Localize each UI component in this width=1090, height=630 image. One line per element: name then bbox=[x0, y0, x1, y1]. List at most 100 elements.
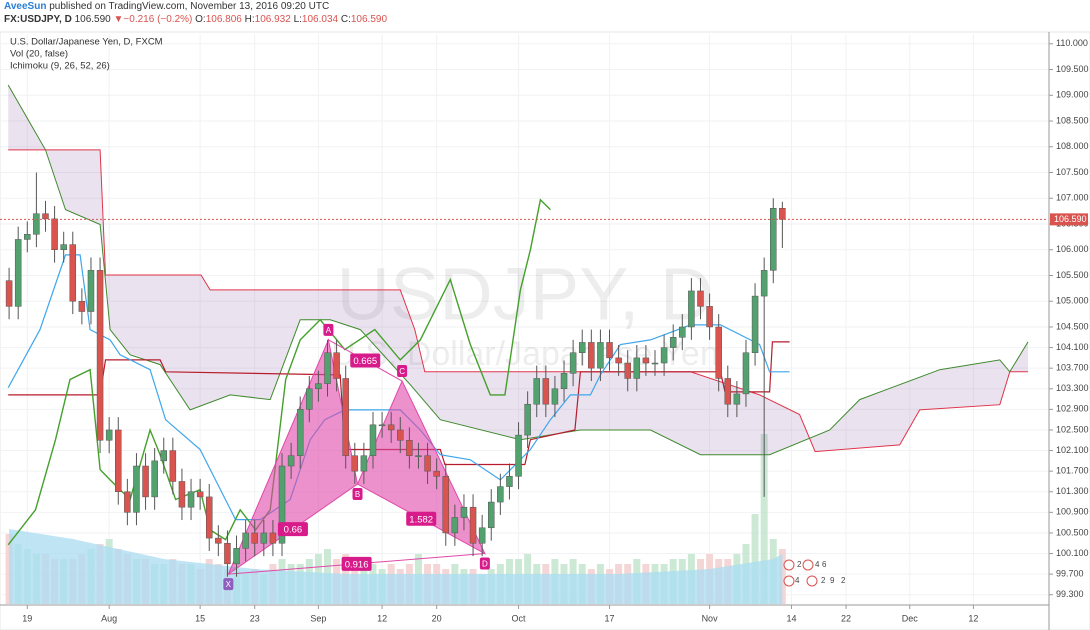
candle-body bbox=[442, 476, 450, 534]
candle-body bbox=[642, 357, 650, 364]
candle-body bbox=[378, 424, 386, 427]
ohlc-value: 106.034 bbox=[301, 14, 339, 25]
publish-line: AveeSun published on TradingView.com, No… bbox=[4, 0, 1084, 13]
candle-body bbox=[770, 207, 777, 271]
ohlc-label: C: bbox=[340, 14, 351, 25]
x-tick-label: 17 bbox=[605, 613, 615, 623]
volume-bar bbox=[760, 434, 768, 604]
ohlc-label: L: bbox=[293, 14, 302, 25]
published: published on TradingView.com, November 1… bbox=[49, 1, 330, 12]
y-tick-label: 104.500 bbox=[1056, 321, 1089, 331]
y-tick-label: 109.500 bbox=[1056, 64, 1089, 74]
y-tick-label: 102.500 bbox=[1056, 424, 1089, 434]
event-icon[interactable] bbox=[806, 575, 818, 587]
candle-body bbox=[624, 362, 631, 379]
candle-body bbox=[115, 429, 122, 493]
grid bbox=[0, 34, 1048, 604]
ohlc-label: H: bbox=[244, 14, 255, 25]
candle-body bbox=[205, 496, 213, 539]
x-tick-label: Oct bbox=[512, 613, 527, 623]
y-tick-label: 110.000 bbox=[1056, 38, 1088, 48]
candle-body bbox=[342, 378, 349, 456]
event-icon[interactable] bbox=[802, 559, 814, 571]
pattern-point-box bbox=[397, 365, 408, 378]
y-tick-label: 104.100 bbox=[1056, 342, 1089, 352]
candle-body bbox=[488, 501, 495, 529]
candle-body bbox=[315, 383, 322, 390]
ratio-label: 0.916 bbox=[345, 559, 369, 570]
candle-body bbox=[469, 506, 477, 544]
candle-body bbox=[478, 527, 486, 544]
candle-body bbox=[460, 506, 468, 518]
y-tick-label: 109.000 bbox=[1056, 90, 1089, 100]
candle-body bbox=[105, 429, 113, 441]
pattern-point-label: B bbox=[355, 490, 360, 499]
candle-body bbox=[415, 455, 422, 457]
change: −0.216 (−0.2%) bbox=[123, 14, 193, 25]
candle-body bbox=[96, 270, 104, 441]
candle-body bbox=[78, 300, 86, 312]
event-icon[interactable] bbox=[783, 559, 795, 571]
x-tick-label: 12 bbox=[377, 613, 387, 623]
y-tick-label: 105.500 bbox=[1056, 270, 1089, 280]
candle-body bbox=[451, 517, 459, 534]
event-count: 2 bbox=[841, 576, 846, 585]
last-price-box bbox=[1050, 213, 1088, 226]
x-tick-label: 19 bbox=[22, 613, 32, 623]
candle-body bbox=[324, 352, 331, 384]
base-line bbox=[8, 341, 790, 466]
candle-body bbox=[24, 234, 31, 240]
candle-body bbox=[524, 403, 531, 436]
y-tick-label: 99.700 bbox=[1056, 569, 1084, 579]
ohlc-value: 106.932 bbox=[254, 14, 291, 25]
candle-body bbox=[542, 378, 550, 405]
candle-body bbox=[615, 357, 622, 364]
candle-body bbox=[87, 270, 95, 312]
candle-body bbox=[151, 460, 158, 498]
candle-body bbox=[588, 342, 595, 369]
candle-body bbox=[569, 352, 577, 374]
pattern-point-label: D bbox=[482, 560, 488, 569]
ratio-box bbox=[341, 556, 372, 571]
volume-bar bbox=[5, 534, 13, 604]
author[interactable]: AveeSun bbox=[4, 1, 47, 12]
last-price-label: 106.590 bbox=[1054, 214, 1087, 224]
candle-body bbox=[706, 306, 713, 328]
candle-body bbox=[233, 548, 240, 565]
event-icon[interactable] bbox=[783, 575, 795, 587]
candle-body bbox=[242, 532, 249, 549]
ratio-box bbox=[350, 353, 381, 368]
ratio-box bbox=[277, 522, 308, 537]
event-count: 2 bbox=[821, 576, 826, 585]
candle-body bbox=[196, 491, 204, 498]
candle-body bbox=[287, 455, 295, 467]
y-tick-label: 101.700 bbox=[1056, 466, 1089, 476]
event-count: 4 bbox=[815, 560, 820, 569]
pattern-point-label: X bbox=[226, 580, 232, 589]
candle-body bbox=[515, 434, 522, 477]
candle-body bbox=[688, 290, 695, 328]
events: 2 4 6 4 2 9 2 bbox=[783, 559, 846, 587]
candle-body bbox=[5, 280, 13, 307]
x-tick-label: 22 bbox=[841, 613, 851, 623]
candle-body bbox=[269, 532, 277, 544]
candle-body bbox=[424, 455, 431, 472]
x-tick-label: 15 bbox=[195, 613, 205, 623]
event-count: 9 bbox=[830, 576, 835, 585]
candle-body bbox=[360, 455, 368, 472]
ohlc-value: 106.806 bbox=[205, 14, 242, 25]
candle-body bbox=[397, 429, 404, 441]
y-tick-label: 100.100 bbox=[1056, 548, 1089, 558]
ohlc-value: 106.590 bbox=[350, 14, 388, 25]
x-tick-label: 12 bbox=[968, 613, 978, 623]
candle-body bbox=[60, 244, 67, 250]
pattern-point-label: C bbox=[399, 367, 405, 376]
y-tick-label: 107.500 bbox=[1056, 167, 1089, 177]
pattern-point-box bbox=[223, 578, 234, 591]
candle-body bbox=[406, 440, 413, 456]
candle-body bbox=[697, 290, 704, 307]
symbol: FX:USDJPY, D bbox=[4, 14, 72, 25]
candle-body bbox=[606, 342, 613, 359]
ichimoku-cloud bbox=[8, 85, 1028, 455]
candle-body bbox=[433, 470, 440, 477]
